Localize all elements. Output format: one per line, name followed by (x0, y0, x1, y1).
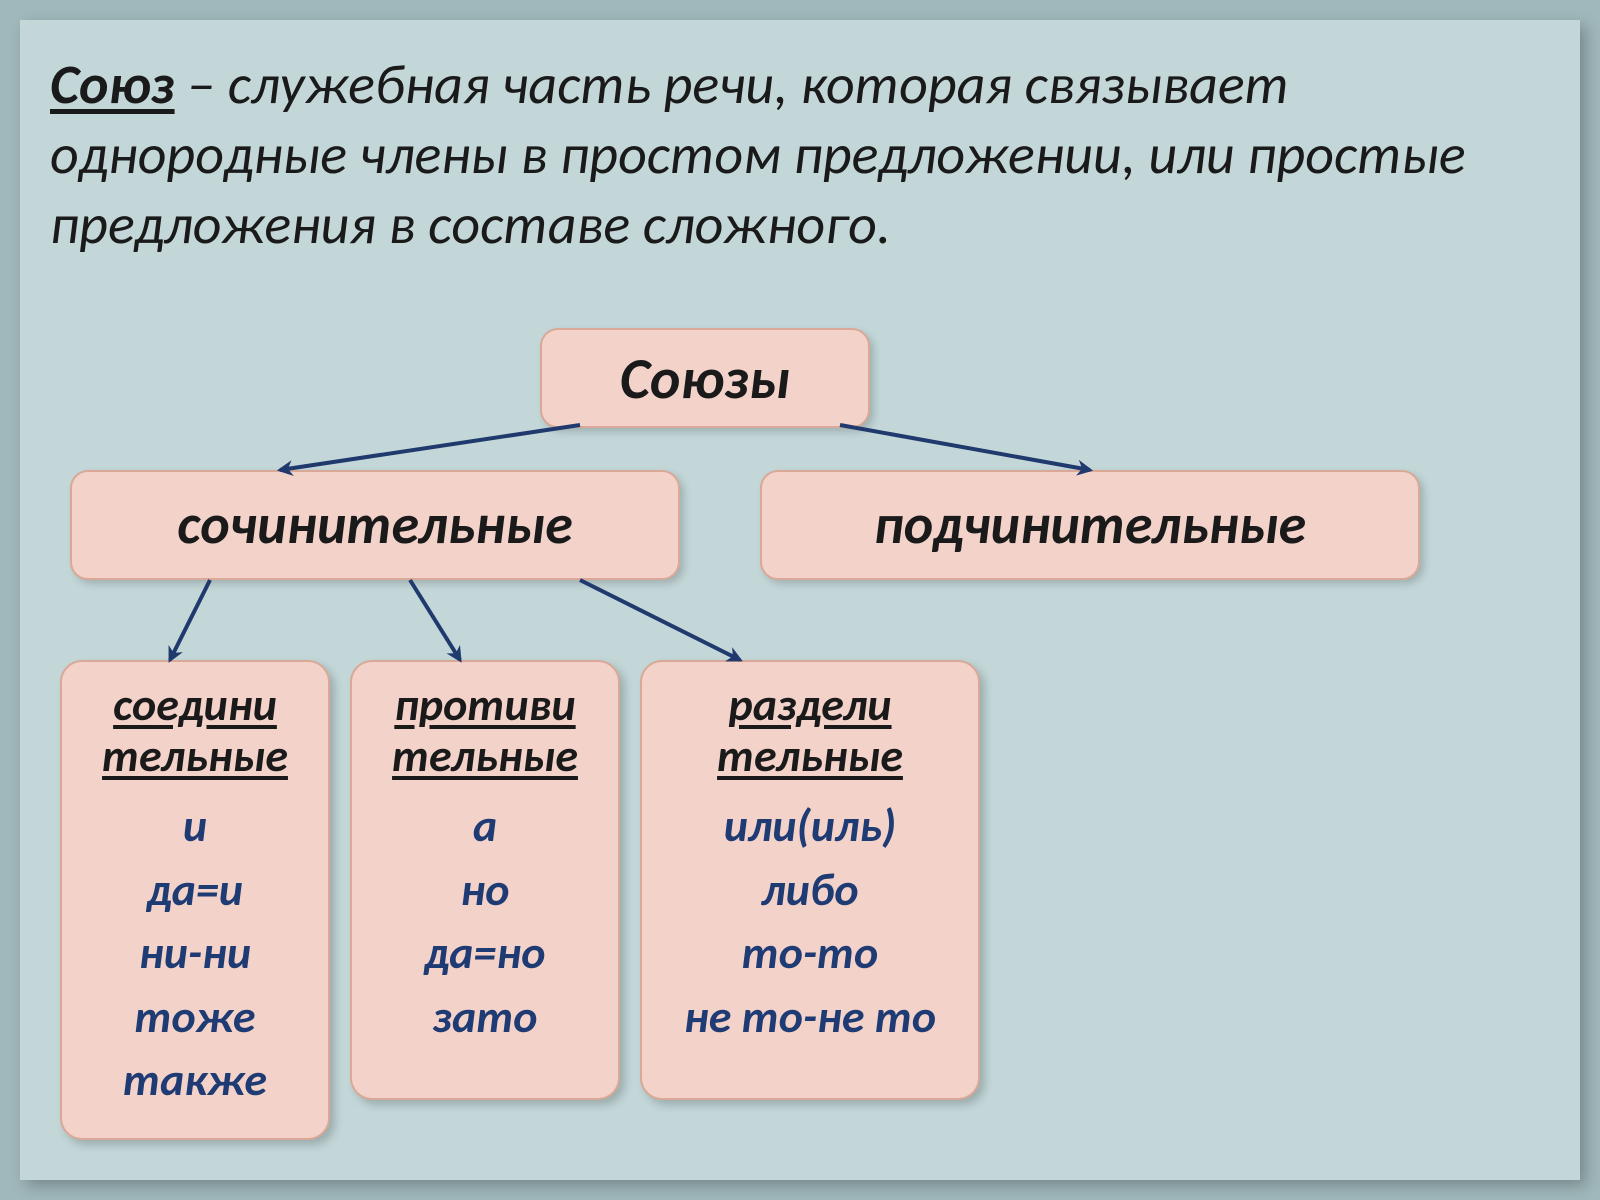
subnode-disjunctive: разделительные или(иль)либото-тоне то-не… (640, 660, 980, 1100)
subnode-adversative-items: анода=нозато (362, 795, 608, 1049)
arrow-line (280, 425, 580, 470)
node-root-label: Союзы (620, 343, 790, 414)
node-coordinating-label: сочинительные (177, 491, 573, 559)
subnode-adversative-title: противительные (362, 680, 608, 781)
slide-canvas: Союз – служебная часть речи, которая свя… (20, 20, 1580, 1180)
subnode-connective-items: ида=ини-нитожетакже (72, 795, 318, 1112)
subnode-disjunctive-items: или(иль)либото-тоне то-не то (652, 795, 968, 1049)
arrow-line (410, 580, 460, 660)
definition-paragraph: Союз – служебная часть речи, которая свя… (50, 50, 1550, 260)
arrow-line (170, 580, 210, 660)
node-coordinating: сочинительные (70, 470, 680, 580)
subnode-disjunctive-title: разделительные (652, 680, 968, 781)
arrow-line (580, 580, 740, 660)
subnode-connective-title: соединительные (72, 680, 318, 781)
subnode-adversative: противительные анода=нозато (350, 660, 620, 1100)
subnode-connective: соединительные ида=ини-нитожетакже (60, 660, 330, 1140)
node-subordinating: подчинительные (760, 470, 1420, 580)
arrow-line (840, 425, 1090, 470)
definition-term: Союз (50, 51, 175, 119)
definition-text: – служебная часть речи, которая связывае… (50, 51, 1466, 259)
node-root: Союзы (540, 328, 870, 428)
node-subordinating-label: подчинительные (874, 491, 1306, 559)
